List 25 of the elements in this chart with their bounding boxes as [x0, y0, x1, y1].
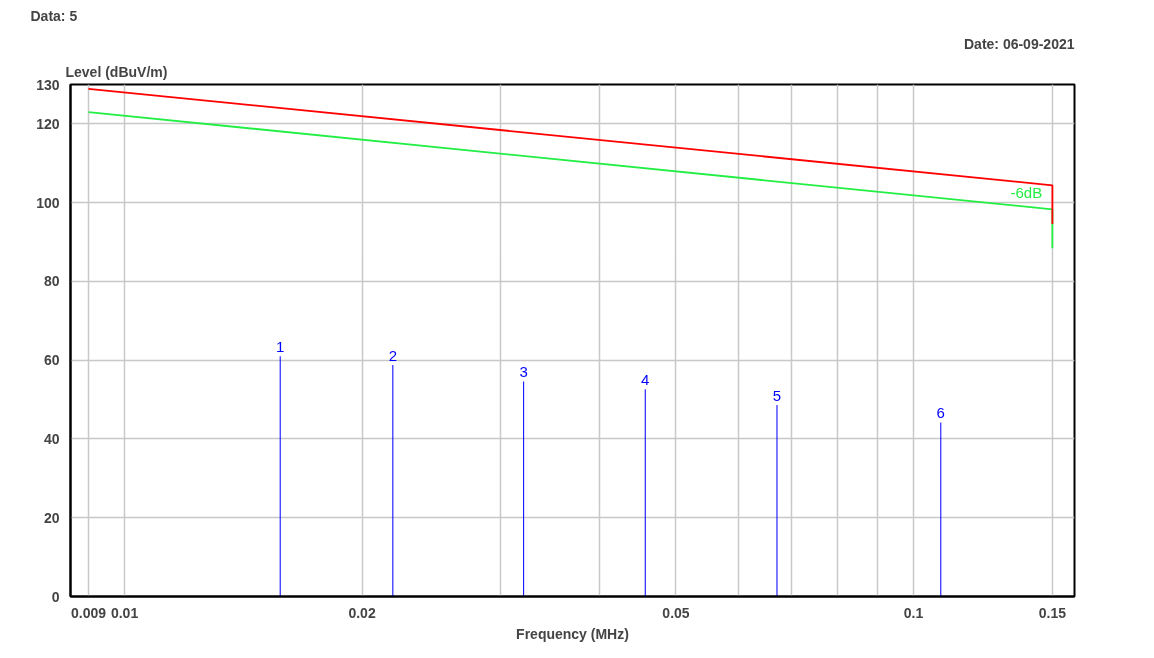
y-tick-label: 80 — [43, 273, 60, 290]
annotation: 4 — [641, 371, 650, 389]
annotation: 3 — [519, 363, 528, 381]
y-tick-label: 120 — [36, 115, 60, 132]
x-tick-label: 0.1 — [903, 604, 924, 621]
y-tick-label: 130 — [36, 76, 60, 93]
y-axis-title: Level (dBuV/m) — [65, 63, 168, 80]
y-tick-label: 40 — [43, 430, 60, 447]
y-tick-label: 20 — [43, 509, 60, 526]
annotation: 1 — [276, 338, 285, 356]
x-tick-label: 0.02 — [348, 604, 376, 621]
text: Date: 06-09-2021 — [963, 35, 1075, 52]
annotation: -6dB — [1010, 183, 1043, 201]
x-tick-label: 0.01 — [110, 604, 139, 621]
x-tick-label: 0.15 — [1038, 604, 1067, 621]
text: Data: 5 — [30, 7, 78, 24]
annotation: 2 — [388, 346, 398, 364]
y-tick-label: 60 — [43, 352, 60, 369]
x-axis-title: Frequency (MHz) — [516, 625, 629, 642]
y-tick-label: 100 — [36, 194, 60, 211]
annotation: 5 — [772, 387, 782, 405]
annotation: 6 — [936, 404, 945, 422]
y-tick-label: 0 — [51, 588, 60, 605]
x-tick-label: 0.009 — [70, 604, 107, 621]
x-tick-label: 0.05 — [662, 604, 690, 621]
